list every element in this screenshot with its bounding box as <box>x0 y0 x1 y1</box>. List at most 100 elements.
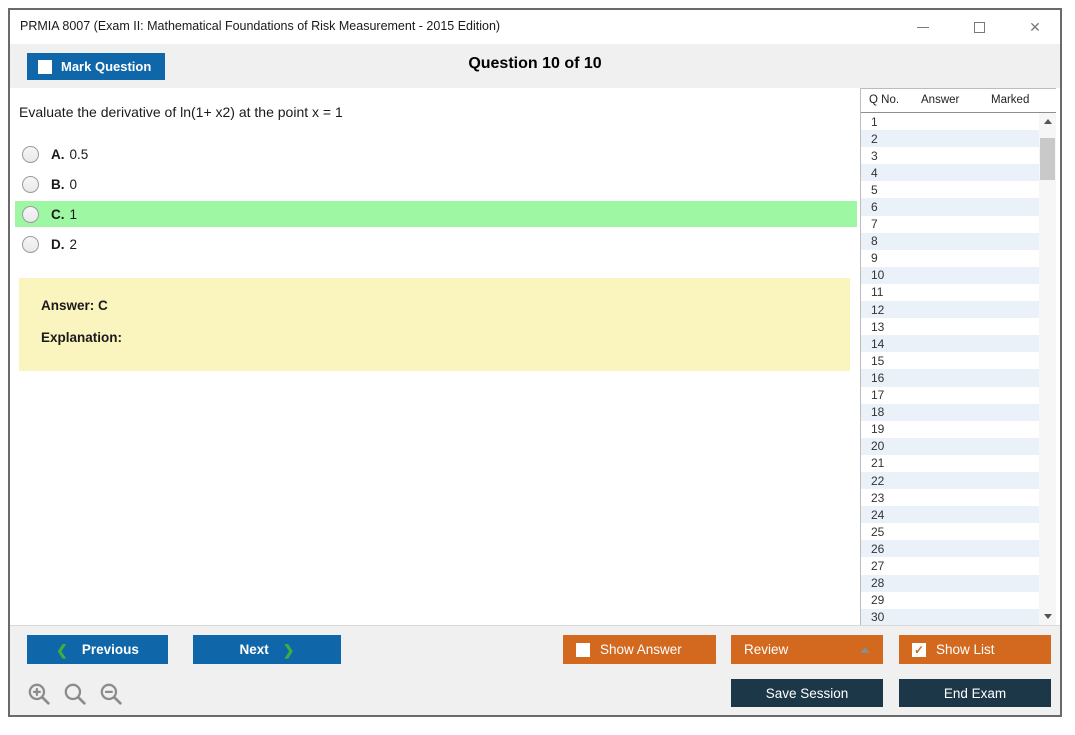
scroll-up-icon <box>1043 119 1052 124</box>
question-list-row[interactable]: 28 <box>861 574 1039 592</box>
zoom-in-icon[interactable] <box>27 682 52 707</box>
question-area: Evaluate the derivative of ln(1+ x2) at … <box>10 88 1060 625</box>
question-list-row[interactable]: 24 <box>861 506 1039 524</box>
show-answer-label: Show Answer <box>600 642 682 657</box>
review-button[interactable]: Review <box>731 635 883 664</box>
question-list-row[interactable]: 20 <box>861 437 1039 455</box>
scroll-down-button[interactable] <box>1039 608 1056 625</box>
option-a-letter: A. <box>51 146 65 162</box>
scrollbar-thumb[interactable] <box>1040 138 1055 180</box>
question-list-row[interactable]: 4 <box>861 164 1039 182</box>
option-b-text: 0 <box>69 176 78 192</box>
question-list-row[interactable]: 2 <box>861 130 1039 148</box>
question-list-row[interactable]: 11 <box>871 285 884 300</box>
question-list-row[interactable]: 14 <box>861 335 1039 353</box>
question-list-row[interactable]: 13 <box>871 319 885 334</box>
question-list-row[interactable]: 8 <box>861 232 1039 250</box>
option-b-radio[interactable] <box>22 175 39 193</box>
show-answer-checkbox[interactable] <box>576 642 590 657</box>
save-session-button[interactable]: Save Session <box>731 679 883 707</box>
close-icon: ✕ <box>1029 19 1041 35</box>
option-d[interactable]: D. 2 <box>15 231 857 257</box>
option-d-radio[interactable] <box>22 235 39 253</box>
dropup-arrow-icon <box>860 646 870 653</box>
column-answer: Answer <box>921 94 960 106</box>
question-list-row[interactable]: 12 <box>861 301 1039 319</box>
question-list-row[interactable]: 21 <box>871 456 885 471</box>
exam-header: Mark Question Question 10 of 10 <box>10 44 1060 88</box>
question-list-row[interactable]: 15 <box>871 353 885 368</box>
question-counter: Question 10 of 10 <box>468 55 602 72</box>
mark-question-checkbox[interactable] <box>38 59 52 74</box>
option-b[interactable]: B. 0 <box>15 171 857 197</box>
question-list-panel: Q No. Answer Marked 1 2 3 4 5 6 7 8 9 10 11 12 13 14 1… <box>860 88 1056 625</box>
option-c[interactable]: C. 1 <box>15 201 857 227</box>
chevron-right-icon: ❯ <box>282 641 295 658</box>
close-button[interactable]: ✕ <box>1024 16 1046 38</box>
option-c-text: 1 <box>69 206 78 222</box>
save-session-label: Save Session <box>765 685 849 701</box>
show-list-button[interactable]: ✓ Show List <box>899 635 1051 664</box>
mark-question-label: Mark Question <box>61 59 152 74</box>
end-exam-label: End Exam <box>943 685 1007 701</box>
window-controls: ✕ <box>912 10 1046 44</box>
window-title: PRMIA 8007 (Exam II: Mathematical Founda… <box>20 19 501 33</box>
question-list-row[interactable]: 23 <box>871 490 885 505</box>
answer-label: Answer: C <box>41 298 108 313</box>
option-a-radio[interactable] <box>22 145 39 163</box>
maximize-button[interactable] <box>968 16 990 38</box>
question-list-row[interactable]: 9 <box>871 251 878 266</box>
chevron-left-icon: ❮ <box>56 641 68 658</box>
title-bar: PRMIA 8007 (Exam II: Mathematical Founda… <box>10 10 1060 44</box>
footer-toolbar: ❮ Previous Next ❯ Show Answer Review ✓ S… <box>10 625 1060 715</box>
option-a[interactable]: A. 0.5 <box>15 141 857 167</box>
question-list-row[interactable]: 7 <box>871 217 878 232</box>
question-list-row[interactable]: 29 <box>871 593 885 608</box>
question-list-row[interactable]: 3 <box>871 148 878 163</box>
question-list-row[interactable]: 26 <box>861 540 1039 558</box>
option-b-letter: B. <box>51 176 65 192</box>
option-c-letter: C. <box>51 206 65 222</box>
previous-label: Previous <box>81 642 139 657</box>
question-list-scrollbar[interactable] <box>1039 113 1056 625</box>
question-list-row[interactable]: 17 <box>871 388 885 403</box>
question-list-row[interactable]: 16 <box>861 369 1039 387</box>
question-text: Evaluate the derivative of ln(1+ x2) at … <box>19 104 343 120</box>
question-list-row[interactable]: 25 <box>871 524 885 539</box>
question-list-header: Q No. Answer Marked <box>861 89 1056 113</box>
show-answer-button[interactable]: Show Answer <box>563 635 716 664</box>
app-window: PRMIA 8007 (Exam II: Mathematical Founda… <box>8 8 1062 717</box>
zoom-reset-icon[interactable] <box>63 682 88 707</box>
question-list-row[interactable]: 18 <box>861 403 1039 421</box>
question-list-row[interactable]: 30 <box>861 608 1039 625</box>
question-list-row[interactable]: 22 <box>861 471 1039 490</box>
question-list-row[interactable]: 10 <box>861 266 1039 284</box>
question-list-row[interactable]: 5 <box>871 182 878 197</box>
question-list-rows: 1 2 3 4 5 6 7 8 9 10 11 12 13 14 15 16 17 18 19 20 21 22 23 24 2… <box>861 113 1039 625</box>
question-list-row[interactable]: 1 <box>871 114 878 129</box>
column-marked: Marked <box>991 94 1030 106</box>
next-button[interactable]: Next ❯ <box>193 635 341 664</box>
option-a-text: 0.5 <box>69 146 89 162</box>
question-list-row[interactable]: 6 <box>861 198 1039 216</box>
end-exam-button[interactable]: End Exam <box>899 679 1051 707</box>
next-label: Next <box>239 642 269 657</box>
scroll-up-button[interactable] <box>1039 113 1056 130</box>
question-list-row[interactable]: 19 <box>871 422 885 437</box>
explanation-label: Explanation: <box>41 330 123 345</box>
show-list-checkbox[interactable]: ✓ <box>912 642 926 657</box>
option-d-text: 2 <box>69 236 78 252</box>
option-c-radio[interactable] <box>22 205 39 223</box>
column-qno: Q No. <box>869 94 900 106</box>
show-list-label: Show List <box>936 642 995 657</box>
zoom-tools <box>27 682 124 707</box>
previous-button[interactable]: ❮ Previous <box>27 635 168 664</box>
question-list-row[interactable]: 27 <box>871 558 885 573</box>
minimize-button[interactable] <box>912 16 934 38</box>
zoom-out-icon[interactable] <box>99 682 124 707</box>
scroll-down-icon <box>1043 614 1052 619</box>
maximize-icon <box>973 21 985 33</box>
mark-question-button[interactable]: Mark Question <box>27 53 165 80</box>
minimize-icon <box>917 26 929 28</box>
option-d-letter: D. <box>51 236 65 252</box>
